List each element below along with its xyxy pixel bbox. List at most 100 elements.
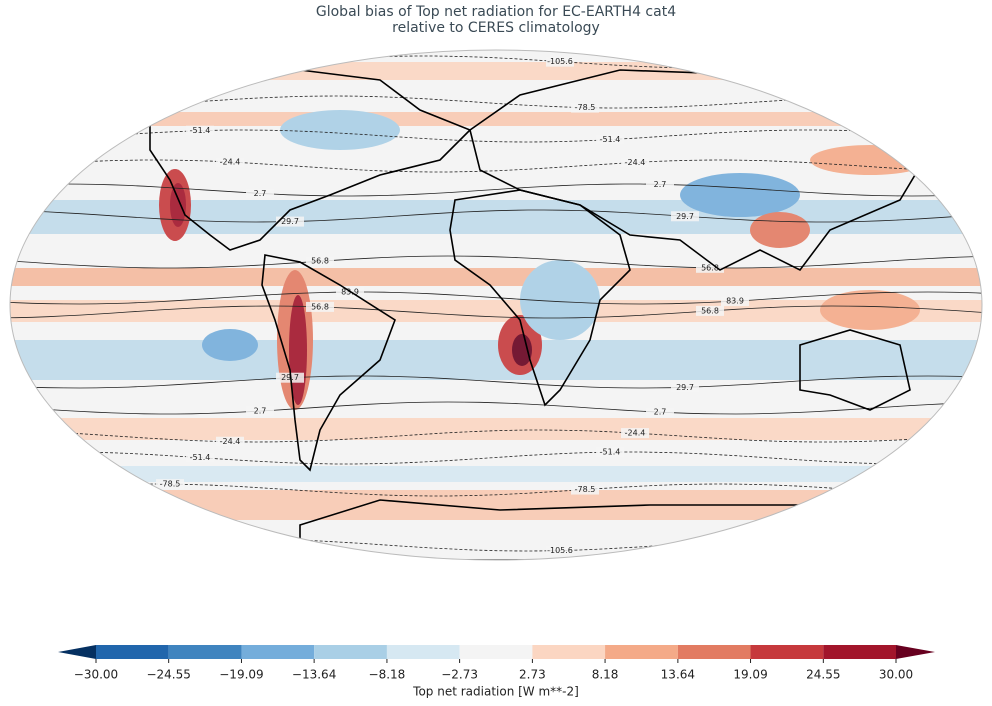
contour-label: 29.7 bbox=[281, 217, 299, 226]
contour-label: -105.6 bbox=[547, 546, 573, 555]
contour-label: -105.6 bbox=[547, 57, 573, 66]
contour-label-bg bbox=[156, 98, 184, 109]
contour-line bbox=[10, 255, 982, 269]
colorbar-tick-label: 24.55 bbox=[806, 668, 840, 682]
contour-label-bg bbox=[216, 436, 244, 447]
contour-label: -24.4 bbox=[220, 158, 241, 167]
colorbar-tick-label: 30.00 bbox=[879, 668, 913, 682]
contour-label: -24.4 bbox=[625, 158, 646, 167]
colorbar-segment bbox=[314, 645, 387, 659]
contour-label-bg bbox=[246, 406, 274, 417]
contour-label-bg bbox=[246, 188, 274, 199]
contour-line bbox=[10, 209, 982, 223]
map: -105.6 -105.6 -105.6 -105.6 -78.5 -78.5 -78.5 -… bbox=[10, 50, 982, 560]
colorbar-segment bbox=[96, 645, 169, 659]
contour-label-bg bbox=[671, 382, 699, 393]
colorbar-segment bbox=[241, 645, 315, 659]
contour-line bbox=[10, 451, 982, 465]
contour-label: -24.4 bbox=[220, 437, 241, 446]
contour-label: 29.7 bbox=[676, 212, 694, 221]
contour-label-bg bbox=[721, 296, 749, 307]
contour-label-bg bbox=[186, 125, 214, 136]
contour-label-bg bbox=[596, 134, 624, 145]
contour-label: -78.5 bbox=[160, 480, 181, 489]
contour-label-bg bbox=[126, 537, 154, 548]
contour-line bbox=[10, 291, 982, 305]
colorbar-segment bbox=[532, 645, 606, 659]
contour-label: 2.7 bbox=[254, 407, 267, 416]
contour-label: -24.4 bbox=[625, 429, 646, 438]
contour-line bbox=[10, 429, 982, 443]
contour-label: -51.4 bbox=[600, 448, 621, 457]
contour-label-bg bbox=[646, 407, 674, 418]
colorbar-tick-label: −2.73 bbox=[441, 668, 478, 682]
contour-label-bg bbox=[156, 479, 184, 490]
contour-label-bg bbox=[306, 301, 334, 312]
contour-line bbox=[10, 305, 982, 319]
colorbar-segment bbox=[168, 645, 242, 659]
contour-label-bg bbox=[276, 216, 304, 227]
colorbar-segment bbox=[605, 645, 678, 659]
contour-label-bg bbox=[546, 545, 574, 556]
colorbar-segment bbox=[823, 645, 896, 659]
colorbar-label: Top net radiation [W m**-2] bbox=[412, 685, 579, 699]
colorbar-extend-high bbox=[896, 645, 935, 659]
contour-label-bg bbox=[306, 256, 334, 267]
contour-label: -105.6 bbox=[127, 538, 153, 547]
contour-label-bg bbox=[696, 305, 724, 316]
contour-label-bg bbox=[621, 157, 649, 168]
bias-field bbox=[10, 62, 982, 520]
contour-line bbox=[10, 401, 982, 415]
contour-label: 2.7 bbox=[654, 180, 667, 189]
contour-label: 56.8 bbox=[311, 257, 329, 266]
contour-line bbox=[10, 375, 982, 389]
contour-label: -105.6 bbox=[127, 63, 153, 72]
contour-label-bg bbox=[186, 452, 214, 463]
contour-label-bg bbox=[621, 428, 649, 439]
contour-label: 29.7 bbox=[676, 383, 694, 392]
contour-label-bg bbox=[216, 157, 244, 168]
contour-label-bg bbox=[671, 211, 699, 222]
colorbar-tick-label: 8.18 bbox=[592, 668, 619, 682]
colorbar-segment bbox=[459, 645, 533, 659]
colorbar-tick-label: −24.55 bbox=[146, 668, 190, 682]
contour-label-bg bbox=[696, 262, 724, 273]
contour-label: -51.4 bbox=[600, 135, 621, 144]
colorbar-tick-label: −13.64 bbox=[292, 668, 336, 682]
contour-line bbox=[10, 183, 982, 197]
colorbar-segment bbox=[386, 645, 460, 659]
contour-label-bg bbox=[571, 102, 599, 113]
chart-subtitle: relative to CERES climatology bbox=[392, 20, 600, 36]
colorbar-tick-label: 2.73 bbox=[519, 668, 546, 682]
contour-label: -51.4 bbox=[190, 126, 211, 135]
contour-label: -51.4 bbox=[190, 453, 211, 462]
colorbar-tick-label: −19.09 bbox=[219, 668, 263, 682]
contour-label-bg bbox=[646, 179, 674, 190]
contour-label: -78.5 bbox=[575, 103, 596, 112]
colorbar-extend-low bbox=[58, 645, 96, 659]
contour-label-bg bbox=[126, 62, 154, 73]
contour-label-bg bbox=[546, 56, 574, 67]
colorbar-segment bbox=[677, 645, 751, 659]
contour-label: 56.8 bbox=[701, 306, 719, 315]
contour-line bbox=[10, 159, 982, 173]
contour-line bbox=[10, 129, 982, 143]
colorbar-tick-label: −8.18 bbox=[369, 668, 406, 682]
contour-label: 2.7 bbox=[254, 189, 267, 198]
contour-label-bg bbox=[596, 447, 624, 458]
chart-title: Global bias of Top net radiation for EC-… bbox=[316, 4, 676, 20]
colorbar-tick-label: 19.09 bbox=[733, 668, 767, 682]
colorbar-tick-label: 13.64 bbox=[661, 668, 695, 682]
map-border bbox=[9, 49, 983, 561]
colorbar: −30.00 −24.55 −19.09 −13.64 −8.18 −2.73 2.73 8.… bbox=[58, 645, 935, 682]
contour-label: 83.9 bbox=[726, 297, 744, 306]
contour-label: -78.5 bbox=[160, 99, 181, 108]
contour-label: 56.8 bbox=[311, 302, 329, 311]
colorbar-segment bbox=[750, 645, 824, 659]
colorbar-tick-label: −30.00 bbox=[74, 668, 118, 682]
contour-label: -78.5 bbox=[575, 485, 596, 494]
contour-label-bg bbox=[571, 484, 599, 495]
contour-label: 56.8 bbox=[701, 263, 719, 272]
contour-label: 2.7 bbox=[654, 408, 667, 417]
